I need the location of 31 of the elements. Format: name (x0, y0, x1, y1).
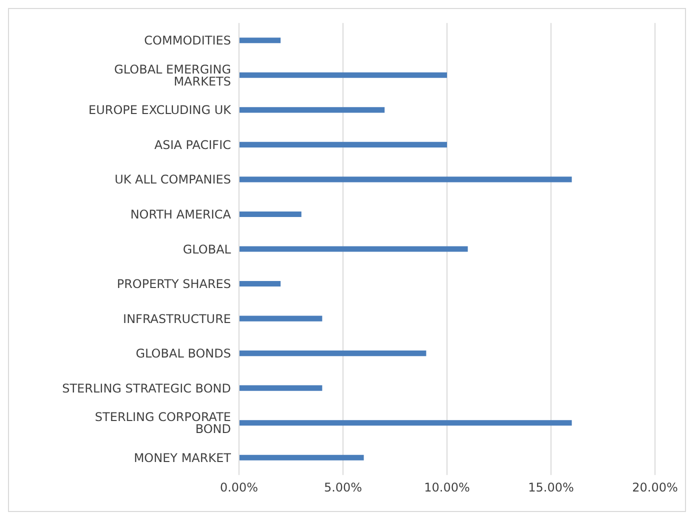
y-tick-label: UK ALL COMPANIES (114, 172, 231, 187)
bar (239, 72, 447, 78)
bar (239, 316, 322, 322)
bar (239, 280, 281, 287)
x-tick-label: 10.00% (424, 480, 470, 495)
y-tick-label: MONEY MARKET (134, 450, 232, 465)
bar (239, 420, 572, 426)
bar (239, 385, 322, 391)
x-tick-label: 5.00% (324, 480, 362, 495)
y-tick-label: GLOBAL BONDS (136, 346, 231, 361)
bar (239, 454, 364, 460)
bar (239, 176, 572, 182)
y-tick-label: ASIA PACIFIC (154, 138, 231, 152)
bar (239, 211, 302, 218)
x-tick-label: 0.00% (220, 480, 258, 495)
y-tick-label: PROPERTY SHARES (116, 277, 231, 292)
bar (239, 246, 468, 252)
y-tick-label: NORTH AMERICA (130, 207, 232, 222)
bar (239, 142, 447, 148)
y-tick-label: STERLING CORPORATE BOND (94, 410, 231, 436)
bar (239, 350, 426, 356)
y-tick-label: COMMODITIES (144, 34, 231, 48)
bar (239, 38, 281, 44)
y-tick-label: INFRASTRUCTURE (123, 312, 231, 326)
y-tick-label: GLOBAL EMERGING MARKETS (114, 62, 231, 88)
y-tick-label: STERLING STRATEGIC BOND (62, 381, 231, 396)
x-tick-label: 20.00% (632, 480, 678, 495)
bar (239, 107, 385, 113)
x-tick-label: 15.00% (528, 480, 574, 495)
y-tick-label: EUROPE EXCLUDING UK (88, 103, 232, 118)
y-tick-label: GLOBAL (182, 242, 232, 256)
